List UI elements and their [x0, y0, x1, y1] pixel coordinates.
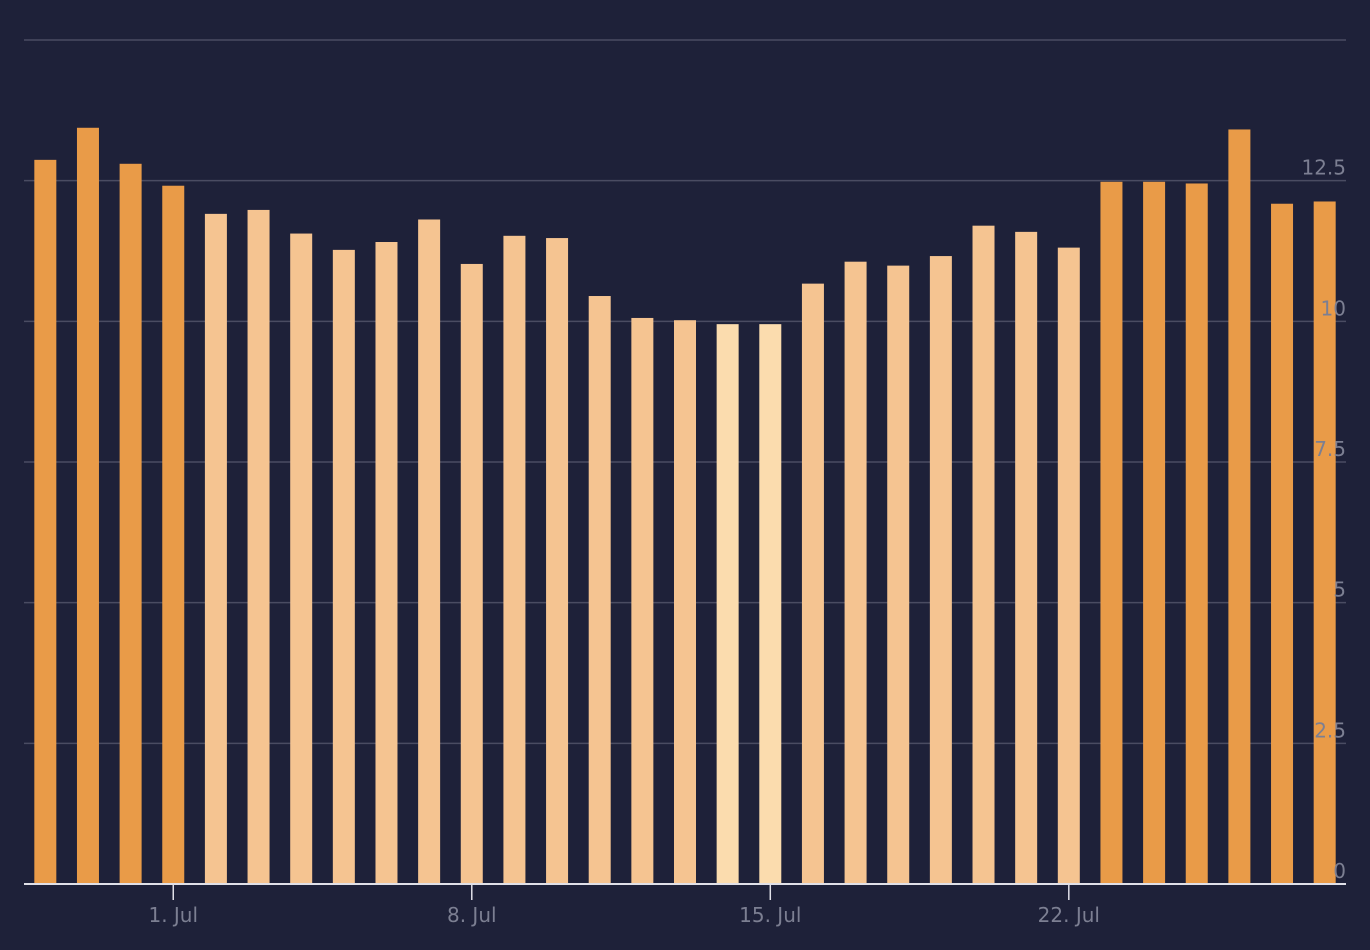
bar [290, 233, 313, 885]
y-tick-label: 7.5 [1314, 437, 1346, 461]
bar [801, 283, 824, 885]
bar [247, 209, 270, 884]
bar [1100, 181, 1123, 885]
bar [631, 317, 654, 884]
y-tick-label: 10 [1321, 296, 1346, 320]
bar [1143, 181, 1166, 885]
bar [1271, 203, 1294, 885]
y-tick-label: 5 [1333, 578, 1346, 602]
bar [1185, 183, 1208, 885]
bar [674, 320, 696, 884]
bar [546, 238, 569, 885]
bar [1015, 231, 1038, 885]
x-tick-label: 22. Jul [1038, 903, 1100, 927]
bar [759, 324, 782, 884]
bar [418, 219, 441, 884]
bar [972, 225, 995, 884]
y-tick-label: 12.5 [1301, 156, 1346, 180]
bar [34, 159, 57, 884]
bar [162, 185, 185, 885]
bar [1313, 201, 1336, 884]
bar [460, 263, 483, 884]
y-tick-label: 2.5 [1314, 718, 1346, 742]
bar [588, 296, 611, 885]
y-tick-label: 0 [1333, 859, 1346, 883]
bar [503, 235, 526, 885]
bar [204, 213, 227, 884]
bar [929, 256, 952, 885]
x-tick-label: 1. Jul [148, 903, 198, 927]
bar [716, 324, 739, 884]
bar [332, 249, 355, 885]
bar [887, 265, 910, 884]
bar [76, 127, 99, 884]
x-tick-label: 8. Jul [447, 903, 497, 927]
bar [844, 261, 867, 884]
bar [1228, 129, 1251, 885]
bar [375, 241, 398, 885]
bar [1057, 247, 1080, 884]
x-tick-label: 15. Jul [739, 903, 801, 927]
bar [119, 163, 142, 884]
